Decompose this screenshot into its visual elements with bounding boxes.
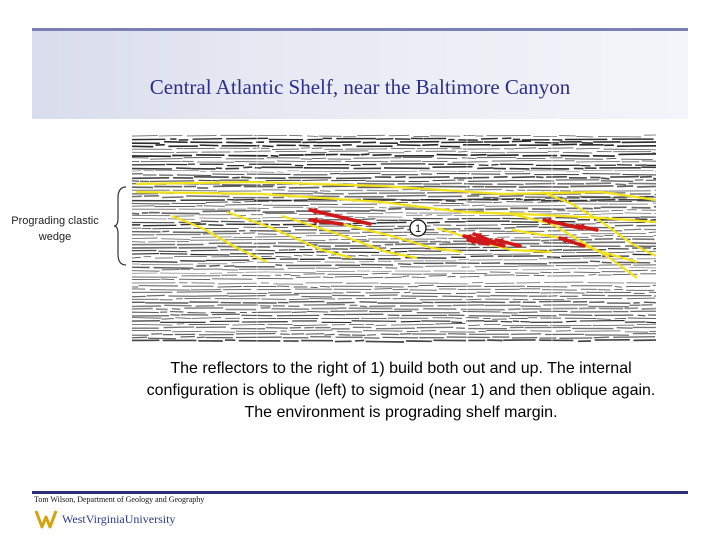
arrow-head bbox=[544, 217, 552, 226]
horizon-line bbox=[281, 214, 418, 260]
progradation-arrow bbox=[308, 208, 372, 226]
side-label: Prograding clastic wedge bbox=[11, 215, 99, 243]
arrow-head bbox=[496, 238, 504, 246]
arrow-head bbox=[560, 236, 568, 244]
marker-1: 1 bbox=[409, 219, 427, 237]
slide-title: Central Atlantic Shelf, near the Baltimo… bbox=[149, 75, 571, 99]
wvu-logo-icon: WestVirginiaUniversity bbox=[34, 510, 175, 529]
brace-icon bbox=[114, 186, 127, 266]
arrow-head bbox=[474, 233, 482, 241]
seismic-section: 1 bbox=[132, 132, 656, 344]
horizon-line bbox=[541, 190, 656, 257]
arrow-head bbox=[577, 223, 585, 232]
reflector-lines bbox=[132, 132, 656, 344]
footer-credit: Tom Wilson, Department of Geology and Ge… bbox=[34, 495, 205, 504]
horizon-line bbox=[135, 180, 656, 202]
progradation-arrows bbox=[308, 207, 599, 248]
logo-text: WestVirginiaUniversity bbox=[62, 512, 175, 526]
horizon-line bbox=[341, 222, 463, 254]
horizon-line bbox=[171, 214, 268, 263]
arrow-head bbox=[310, 217, 318, 225]
bottom-rule bbox=[32, 491, 688, 494]
horizon-line bbox=[226, 210, 353, 260]
title-band: Central Atlantic Shelf, near the Baltimo… bbox=[32, 28, 688, 119]
horizon-line bbox=[461, 210, 638, 279]
interpreted-horizons bbox=[135, 180, 656, 279]
marker-label: 1 bbox=[415, 223, 421, 235]
arrow-head bbox=[468, 237, 476, 246]
caption: The reflectors to the right of 1) build … bbox=[146, 360, 656, 421]
arrow-head bbox=[310, 207, 318, 216]
